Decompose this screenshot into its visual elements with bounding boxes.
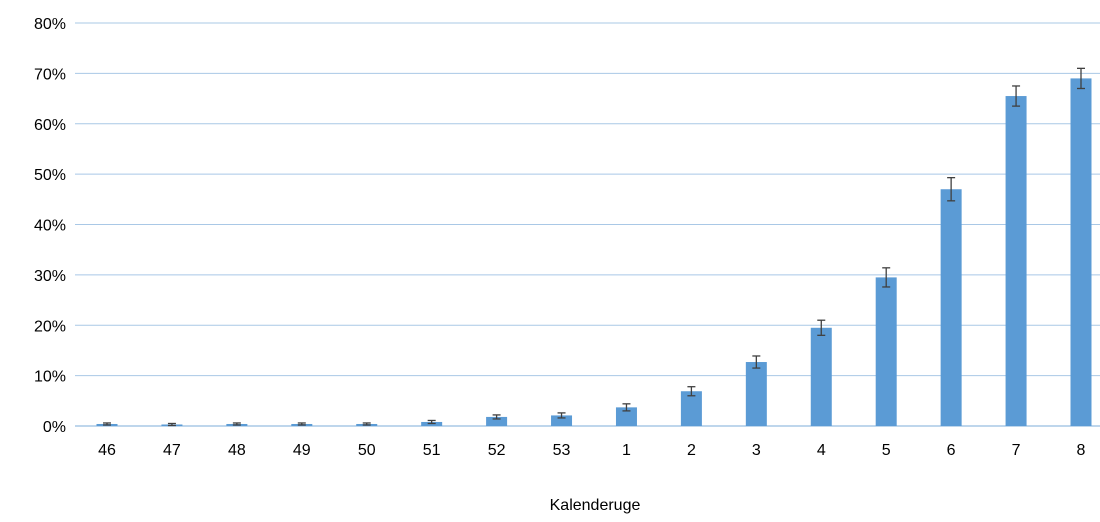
- bar: [810, 327, 832, 426]
- error-bar: [1077, 67, 1085, 90]
- bar: [615, 407, 637, 426]
- x-tick-label: 47: [163, 442, 181, 459]
- bar: [875, 277, 897, 426]
- y-tick-labels: 0% 10% 20% 30% 40% 50% 60% 70% 80%: [34, 16, 66, 436]
- x-tick-label: 50: [358, 442, 376, 459]
- error-bar: [882, 267, 891, 288]
- error-bar: [947, 177, 956, 202]
- x-tick-label: 3: [752, 442, 761, 459]
- error-bars: [103, 67, 1085, 427]
- bar: [486, 416, 508, 426]
- bars: [96, 78, 1092, 426]
- error-bar: [167, 422, 176, 427]
- y-tick-label: 60%: [34, 117, 66, 134]
- bar: [1005, 96, 1027, 426]
- x-tick-label: 46: [98, 442, 116, 459]
- bar: [940, 189, 962, 426]
- error-bar: [362, 422, 371, 426]
- error-bar: [103, 422, 111, 426]
- x-tick-label: 8: [1077, 442, 1086, 459]
- x-tick-label: 52: [488, 442, 506, 459]
- y-tick-label: 50%: [34, 167, 66, 184]
- bar: [551, 415, 573, 426]
- bar: [745, 362, 767, 426]
- error-bar: [492, 414, 501, 420]
- error-bar: [687, 386, 696, 397]
- gridlines: [75, 22, 1100, 427]
- x-tick-label: 2: [687, 442, 696, 459]
- error-bar: [557, 412, 566, 419]
- y-tick-label: 70%: [34, 66, 66, 83]
- error-bar: [817, 319, 826, 336]
- y-tick-label: 10%: [34, 369, 66, 386]
- y-tick-label: 30%: [34, 268, 66, 285]
- x-tick-label: 7: [1012, 442, 1021, 459]
- x-tick-label: 4: [817, 442, 826, 459]
- y-tick-label: 20%: [34, 318, 66, 335]
- y-tick-label: 0%: [43, 419, 66, 436]
- x-axis-title: Kalenderuge: [550, 497, 641, 514]
- bar: [1070, 78, 1092, 426]
- x-tick-label: 1: [622, 442, 631, 459]
- error-bar: [622, 403, 631, 412]
- error-bar: [297, 422, 306, 426]
- error-bar: [752, 355, 761, 369]
- error-bar: [1012, 85, 1021, 107]
- x-tick-label: 5: [882, 442, 891, 459]
- x-tick-label: 49: [293, 442, 311, 459]
- x-tick-label: 48: [228, 442, 246, 459]
- error-bar: [427, 419, 436, 425]
- x-tick-label: 6: [947, 442, 956, 459]
- y-tick-label: 80%: [34, 16, 66, 33]
- x-tick-label: 53: [553, 442, 571, 459]
- x-tick-labels: 46 47 48 49 50 51 52 53 1 2 3 4 5 6 7 8: [98, 442, 1085, 459]
- bar: [680, 391, 702, 426]
- x-tick-label: 51: [423, 442, 441, 459]
- error-bar: [232, 422, 241, 426]
- y-tick-label: 40%: [34, 218, 66, 235]
